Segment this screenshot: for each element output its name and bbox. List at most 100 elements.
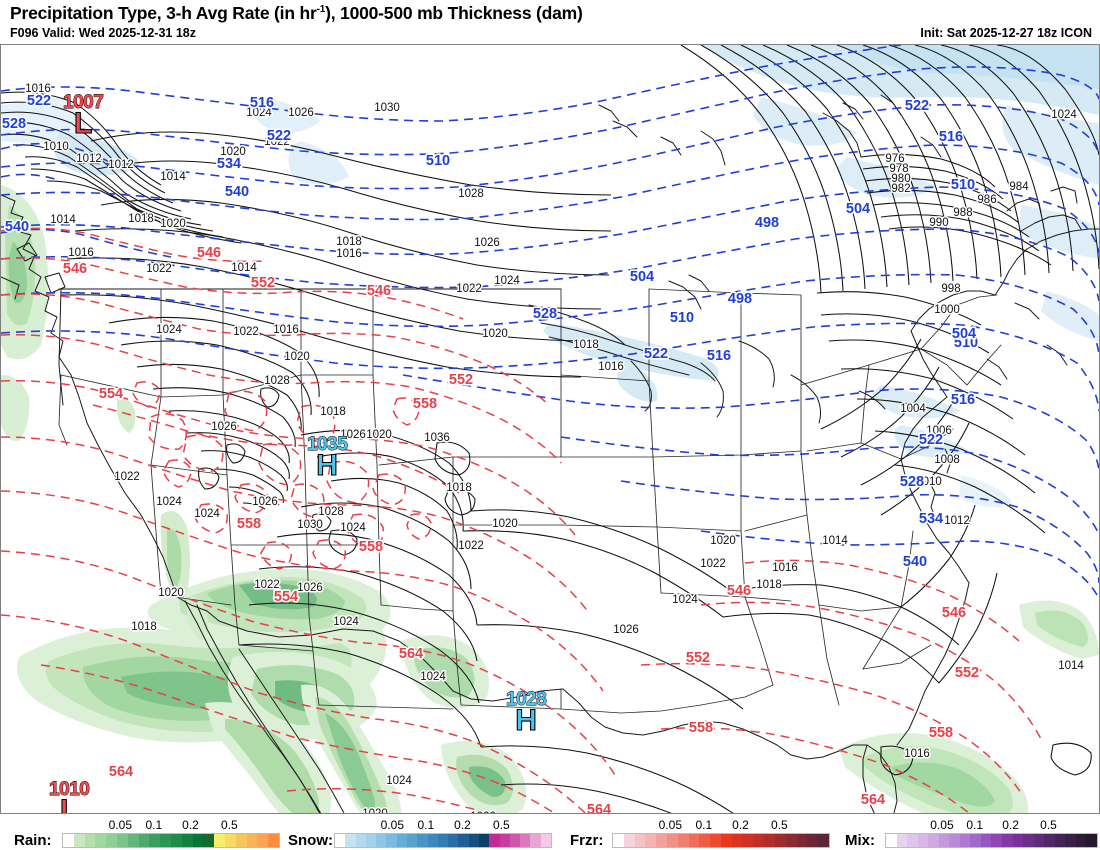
legend-color-cell	[192, 834, 204, 847]
page-title-tail: ), 1000-500 mb Thickness (dam)	[325, 3, 583, 23]
legend-tick-label: 0.1	[695, 818, 713, 832]
legend-color-cell	[386, 834, 397, 847]
legend-color-cell	[224, 834, 236, 847]
legend-ticks-snow: 0.05 0.1 0.2 0.5	[334, 818, 550, 833]
contour-label: 1022	[458, 540, 484, 552]
legend-color-cell	[753, 834, 765, 847]
legend-color-cell	[634, 834, 646, 847]
legend-color-cell	[720, 834, 732, 847]
pressure-center-value: 1010	[49, 779, 91, 800]
contour-label: 558	[413, 396, 437, 412]
contour-label: 558	[359, 539, 383, 555]
contour-label: 1016	[772, 562, 798, 574]
contour-label: 546	[727, 583, 751, 599]
legend-color-cell	[257, 834, 269, 847]
legend-color-cell	[417, 834, 428, 847]
contour-label: 1020	[482, 328, 508, 340]
legend-color-cell	[63, 834, 74, 847]
legend-color-cell	[1065, 834, 1076, 847]
legend-color-cell	[699, 834, 711, 847]
pressure-center-high-2: 1035 H	[307, 434, 349, 482]
contour-label: 1020	[710, 535, 736, 547]
contour-label: 1020	[158, 587, 184, 599]
contour-label: 516	[951, 392, 975, 408]
contour-label: 998	[941, 283, 960, 295]
legend-group-frzr: Frzr: 0.05 0.1 0.2 0.5	[570, 814, 832, 850]
legend-color-cell	[170, 834, 182, 847]
legend-color-cell	[613, 834, 624, 847]
legend-tick-label: 0.1	[966, 818, 984, 832]
legend-color-cell	[970, 834, 981, 847]
contour-label: 1012	[108, 159, 134, 171]
legend-tick-label: 0.2	[1002, 818, 1019, 832]
logo-text-part1: piv	[816, 809, 871, 813]
contour-label: 1028	[264, 375, 290, 387]
contour-label: 554	[274, 589, 298, 605]
contour-label: 540	[5, 219, 29, 235]
legend-color-cell	[335, 834, 346, 847]
legend-color-cell	[991, 834, 1003, 847]
legend-color-cell	[896, 834, 908, 847]
page-title: Precipitation Type, 3-h Avg Rate (in hr-…	[10, 3, 583, 24]
contour-label: 1024	[156, 496, 182, 508]
legend-tick-label: 0.1	[417, 818, 435, 832]
legend-color-cell	[203, 834, 215, 847]
legend-color-cell	[807, 834, 819, 847]
contour-label: 1014	[160, 171, 186, 183]
contour-label: 1020	[492, 518, 518, 530]
legend-color-cell	[540, 834, 551, 847]
thickness-contours-red	[1, 227, 1042, 813]
legend-color-cell	[520, 834, 531, 847]
contour-label: 1022	[700, 558, 726, 570]
logo-text-part2: tal weather	[895, 809, 1089, 813]
contour-label: 1024	[494, 275, 520, 287]
legend-color-cell	[160, 834, 171, 847]
rain-shading-layer	[1, 185, 1099, 813]
contour-label: 1026	[288, 107, 314, 119]
legend-label-frzr: Frzr:	[570, 832, 604, 849]
contour-label: 558	[237, 516, 261, 532]
contour-label: 980	[891, 173, 910, 185]
contour-label: 564	[109, 764, 133, 780]
legend-tick-label: 0.05	[658, 818, 682, 832]
contour-label: 1024	[340, 522, 366, 534]
header: Precipitation Type, 3-h Avg Rate (in hr-…	[0, 0, 1100, 45]
contour-label: 1018	[131, 621, 157, 633]
contour-label: 546	[942, 605, 966, 621]
legend-color-cell	[149, 834, 161, 847]
contour-label: 546	[197, 245, 221, 261]
contour-label: 534	[217, 156, 241, 172]
pressure-center-value: 1007	[63, 92, 105, 113]
contour-label: 1022	[146, 263, 172, 275]
contour-label: 1024	[386, 775, 412, 787]
contour-label: 1016	[25, 83, 51, 95]
contour-label: 1016	[336, 248, 362, 260]
legend-group-rain: Rain: 0.05 0.1 0.2 0.5	[14, 814, 282, 850]
contour-label: 498	[755, 215, 779, 231]
contour-label: 1024	[420, 671, 446, 683]
contour-label: 1010	[916, 476, 942, 488]
contour-label: 986	[977, 194, 996, 206]
legend-color-cell	[127, 834, 139, 847]
pressure-center-value: 1035	[307, 434, 349, 455]
legend-colorbar-frzr[interactable]	[612, 833, 830, 848]
contour-label: 1036	[424, 432, 450, 444]
contour-label: 1026	[211, 421, 237, 433]
legend-color-cell	[448, 834, 459, 847]
legend-color-cell	[235, 834, 247, 847]
legend-color-cell	[468, 834, 479, 847]
legend-color-cell	[1086, 834, 1097, 847]
legend-color-cell	[785, 834, 797, 847]
contour-label: 558	[689, 720, 713, 736]
contour-label: 990	[929, 217, 948, 229]
legend-color-cell	[138, 834, 150, 847]
legend-color-cell	[345, 834, 356, 847]
legend-color-cell	[645, 834, 657, 847]
legend-colorbar-snow[interactable]	[334, 833, 552, 848]
legend-colorbar-rain[interactable]	[62, 833, 280, 848]
legend-color-cell	[530, 834, 541, 847]
legend-color-cell	[1054, 834, 1066, 847]
map-canvas[interactable]: 1016 1010 1012 1012 1014 1014 1018 1020 1016 1022…	[0, 44, 1100, 814]
legend-colorbar-mix[interactable]	[885, 833, 1098, 848]
contour-label: 552	[449, 372, 473, 388]
